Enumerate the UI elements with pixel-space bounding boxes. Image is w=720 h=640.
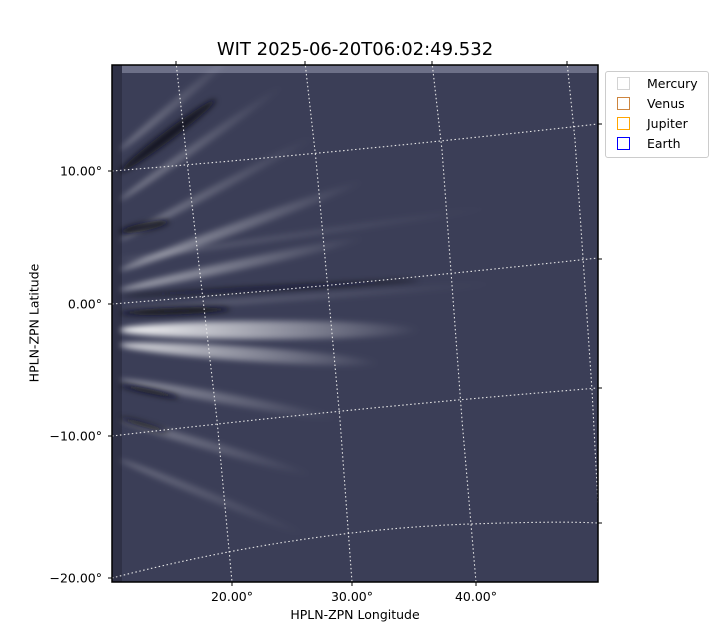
streamer xyxy=(120,321,420,339)
dark-lane xyxy=(119,220,169,234)
streamer xyxy=(119,65,243,151)
x-tick-label: 40.00° xyxy=(454,589,498,604)
y-tick-label: 10.00° xyxy=(59,163,102,179)
streamer xyxy=(119,342,380,366)
x-tick-label: 30.00° xyxy=(330,589,374,604)
streamer xyxy=(119,379,337,419)
grid-lon-40 xyxy=(431,65,477,582)
legend-label: Jupiter xyxy=(647,115,688,131)
streamer xyxy=(119,136,315,241)
legend-item-mercury: Mercury xyxy=(617,75,698,91)
streamer xyxy=(119,459,306,536)
streamer xyxy=(119,206,497,261)
streamer xyxy=(119,237,365,291)
grid-lat-m10 xyxy=(112,387,598,437)
legend-swatch xyxy=(617,116,630,130)
y-tick-label: −20.00° xyxy=(49,570,102,586)
dark-lane xyxy=(119,307,230,316)
grid-lat-10 xyxy=(112,123,598,172)
legend-label: Earth xyxy=(647,135,681,151)
y-axis-label: HPLN-ZPN Latitude xyxy=(26,263,42,383)
coronagraph-image xyxy=(112,65,598,582)
y-tick-label: −10.00° xyxy=(49,428,102,444)
streamer xyxy=(119,180,365,271)
legend-item-earth: Earth xyxy=(617,135,681,151)
grid-lon-30 xyxy=(304,65,353,582)
dark-lane xyxy=(119,384,179,398)
legend-swatch xyxy=(617,136,630,150)
chart-title: WIT 2025-06-20T06:02:49.532 xyxy=(216,39,494,60)
legend-swatch xyxy=(617,76,630,90)
streamer xyxy=(119,419,313,476)
streamer xyxy=(119,85,284,201)
legend-label: Mercury xyxy=(647,75,698,91)
x-tick-label: 20.00° xyxy=(210,589,254,604)
legend-item-venus: Venus xyxy=(617,95,685,111)
legend-item-jupiter: Jupiter xyxy=(617,115,688,131)
legend: Mercury Venus Jupiter Earth xyxy=(605,71,709,158)
dark-lane xyxy=(119,99,216,173)
streamer xyxy=(119,283,500,311)
x-axis-label: HPLN-ZPN Longitude xyxy=(290,607,420,622)
legend-swatch xyxy=(617,96,630,110)
ticks xyxy=(108,61,602,586)
grid-lat-0 xyxy=(112,257,598,305)
grid-lines xyxy=(112,65,598,582)
legend-label: Venus xyxy=(647,95,685,111)
y-tick-label: 0.00° xyxy=(67,296,102,312)
dark-lane xyxy=(119,417,169,433)
dark-lane xyxy=(119,280,420,297)
